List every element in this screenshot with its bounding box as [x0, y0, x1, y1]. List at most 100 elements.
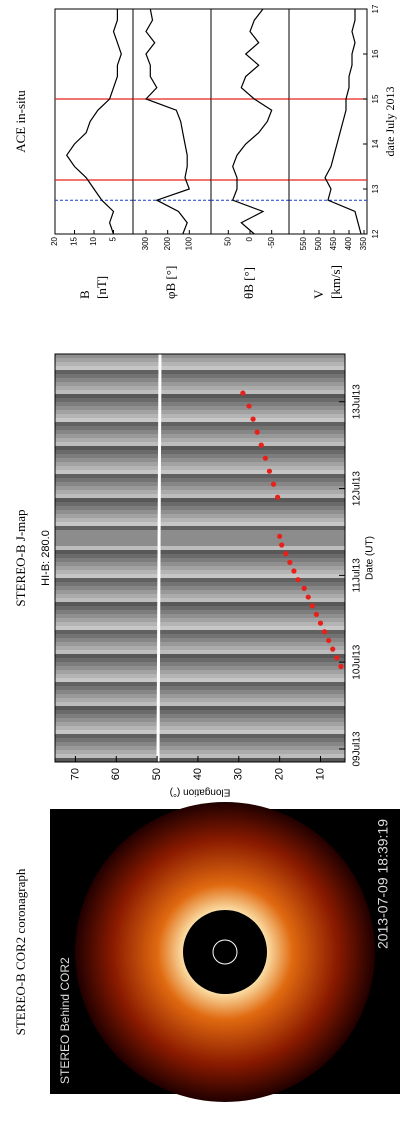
jmap-stripe	[55, 518, 345, 522]
image-timestamp: 2013-07-09 18:39:19	[375, 819, 391, 949]
jmap-stripe	[55, 378, 345, 382]
jmap-stripe	[55, 438, 345, 442]
x-tick-label: 09Jul13	[352, 731, 363, 766]
jmap-stripe	[55, 454, 345, 458]
jmap-stripe	[55, 754, 345, 758]
jmap-stripe	[55, 370, 345, 374]
y-tick-label: -50	[267, 236, 276, 248]
jmap-stripe	[55, 658, 345, 662]
jmap-stripe	[55, 614, 345, 618]
subplot-frame	[288, 8, 368, 235]
jmap-stripe	[55, 578, 345, 582]
jmap-stripe	[55, 706, 345, 710]
jmap-stripe	[55, 406, 345, 410]
y-tick-label: 550	[299, 236, 308, 250]
jmap-stripe	[55, 682, 345, 686]
jmap-stripe	[55, 566, 345, 570]
track-point	[317, 620, 324, 626]
jmap-stripe	[55, 558, 345, 562]
track-point	[287, 559, 293, 565]
track-point	[338, 663, 344, 670]
y-tick-label: 10	[89, 236, 98, 245]
jmap-stripe	[55, 694, 345, 698]
jmap-stripe	[55, 642, 345, 646]
jmap-stripe	[55, 550, 345, 554]
y-tick-label: 400	[344, 236, 353, 250]
panel-title: ACE in-situ	[13, 90, 28, 153]
jmap-stripe	[55, 650, 345, 654]
jmap-stripe	[55, 434, 345, 438]
x-tick-label: 15	[371, 94, 380, 103]
jmap-stripe	[55, 498, 345, 502]
y-tick-label: 70	[69, 768, 81, 780]
jmap-stripe	[55, 622, 345, 626]
jmap-stripe	[55, 690, 345, 694]
jmap-stripe	[55, 718, 345, 722]
track-point	[309, 603, 315, 609]
subplot-label: θB [°]	[241, 267, 256, 299]
jmap-stripe	[55, 486, 345, 490]
jmap-stripe	[55, 662, 345, 666]
x-tick-label: 14	[371, 139, 380, 148]
jmap-stripe	[55, 602, 345, 606]
time-series	[65, 9, 122, 235]
y-tick-label: 15	[70, 236, 79, 245]
y-tick-label: 40	[192, 768, 204, 780]
jmap-stripe	[55, 430, 345, 434]
jmap-stripe	[55, 510, 345, 514]
time-series	[144, 8, 191, 235]
track-point	[334, 655, 340, 661]
jmap-stripe	[55, 714, 345, 718]
y-tick-label: 50	[223, 236, 232, 245]
jmap-stripe	[55, 366, 345, 370]
x-tick-label: 10Jul13	[352, 644, 363, 679]
track-point	[246, 403, 252, 409]
jmap-stripe	[55, 398, 345, 402]
track-point	[305, 594, 311, 600]
jmap-stripe	[55, 526, 345, 530]
jmap-stripe	[55, 410, 345, 414]
occulter	[183, 910, 267, 994]
jmap-stripe	[55, 382, 345, 386]
jmap-stripe	[55, 654, 345, 658]
jmap-stripe	[55, 582, 345, 586]
x-axis-label: Date (UT)	[365, 536, 376, 580]
subplot-unit: [nT]	[94, 276, 109, 299]
image-label: STEREO Behind COR2	[58, 957, 72, 1084]
jmap-stripe	[55, 374, 345, 378]
jmap-stripe	[55, 674, 345, 678]
jmap-stripe	[55, 606, 345, 610]
jmap-stripe	[55, 734, 345, 738]
jmap-stripe	[55, 758, 345, 762]
y-tick-label: 5	[109, 236, 118, 241]
panel-title: STEREO-B COR2 coronagraph	[13, 868, 28, 1035]
jmap-stripe	[55, 522, 345, 526]
track-point	[275, 494, 281, 500]
track-point	[258, 442, 264, 448]
jmap-stripe	[55, 470, 345, 474]
subplot-label: φB [°]	[163, 266, 178, 299]
y-axis-label: Elongation (°)	[170, 786, 231, 797]
jmap-stripe	[55, 586, 345, 590]
y-tick-label: 100	[184, 236, 193, 250]
jmap-stripe	[55, 738, 345, 742]
jmap-stripe	[55, 678, 345, 682]
jmap-stripe	[55, 746, 345, 750]
frame	[54, 353, 346, 763]
y-tick-label: 450	[329, 236, 338, 250]
track-point	[295, 577, 301, 583]
time-series	[324, 9, 362, 235]
jmap-stripe	[55, 630, 345, 634]
jmap-stripe	[55, 610, 345, 614]
jmap-stripe	[55, 466, 345, 470]
subplot-label: B	[77, 290, 92, 299]
track-point	[266, 468, 273, 474]
track-point	[279, 542, 285, 548]
jmap-stripe	[55, 570, 345, 574]
jmap-stripe	[55, 618, 345, 622]
track-point	[321, 629, 328, 635]
track-point	[330, 646, 336, 652]
jmap-stripe	[55, 562, 345, 566]
plot-title: HI-B: 280.0	[40, 530, 52, 586]
jmap-stripe	[55, 390, 345, 394]
